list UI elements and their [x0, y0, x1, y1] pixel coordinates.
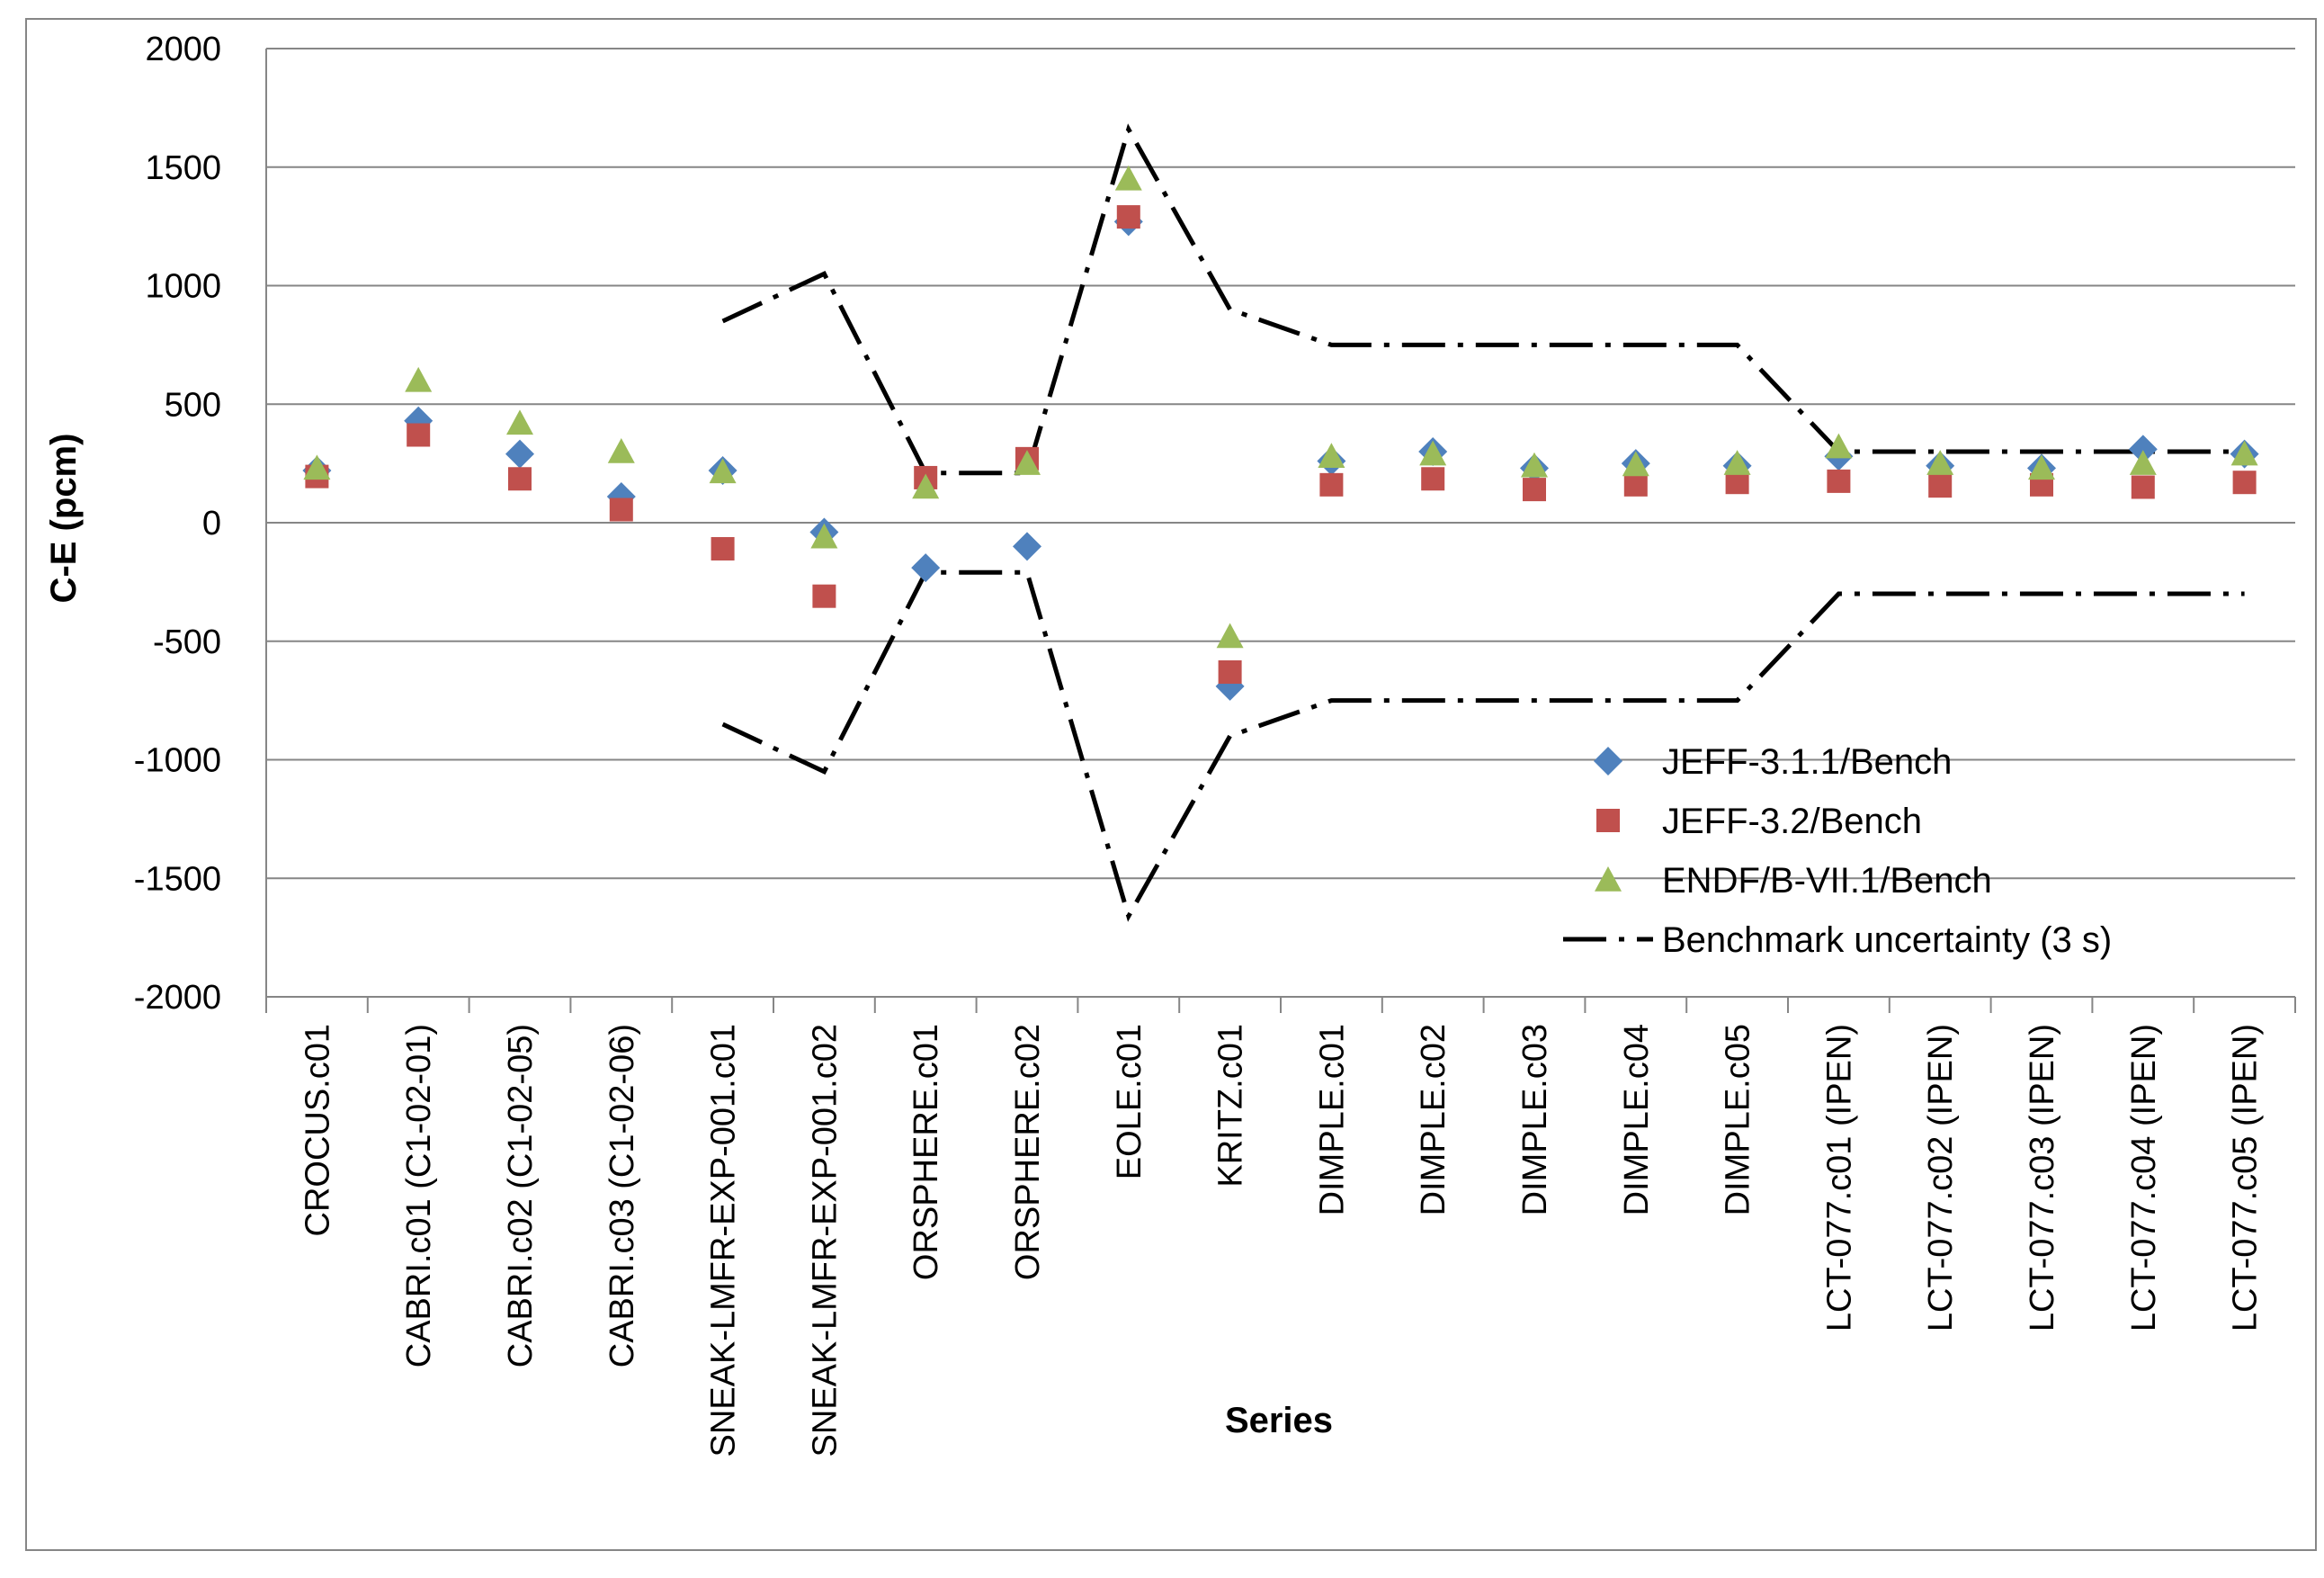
- triangle-point: [1318, 443, 1345, 468]
- triangle-point: [1014, 450, 1041, 475]
- triangle-point: [1419, 440, 1447, 466]
- x-tick-label: LCT-077.c01 (IPEN): [1820, 1024, 1858, 1331]
- triangle-point: [2129, 450, 2157, 475]
- x-tick-label: CABRI.c01 (C1-02-01): [400, 1024, 438, 1367]
- square-point: [1116, 205, 1140, 229]
- x-tick-label: EOLE.c01: [1111, 1024, 1149, 1179]
- square-point: [1218, 660, 1242, 685]
- triangle-point: [912, 473, 940, 499]
- legend-diamond-icon: [1594, 747, 1622, 776]
- diamond-point: [911, 553, 941, 583]
- y-tick-label: -1000: [134, 742, 221, 780]
- triangle-point: [1926, 450, 1954, 475]
- y-tick-label: 1500: [145, 149, 221, 187]
- y-tick-label: 1000: [145, 268, 221, 306]
- legend-label: JEFF-3.2/Bench: [1662, 802, 1922, 841]
- square-point: [812, 584, 836, 608]
- square-point: [2232, 471, 2257, 495]
- x-tick-label: KRITZ.c01: [1212, 1024, 1250, 1188]
- x-tick-label: DIMPLE.c01: [1313, 1024, 1351, 1215]
- marker-layer: [302, 165, 2259, 701]
- chart-frame: [25, 18, 2317, 1551]
- legend-label: JEFF-3.1.1/Bench: [1662, 742, 1952, 782]
- square-point: [508, 467, 532, 491]
- x-tick-label: ORSPHERE.c01: [907, 1024, 945, 1280]
- triangle-point: [1114, 165, 1142, 191]
- grid-layer: [265, 48, 2296, 1013]
- legend-triangle-icon: [1595, 866, 1622, 892]
- x-tick-label: SNEAK-LMFR-EXP-001.c01: [705, 1024, 743, 1457]
- triangle-point: [1825, 433, 1853, 459]
- y-axis-title: C-E (pcm): [44, 434, 84, 604]
- triangle-point: [810, 523, 838, 549]
- square-point: [407, 423, 431, 447]
- x-tick-label: SNEAK-LMFR-EXP-001.c02: [806, 1024, 844, 1457]
- square-point: [1421, 467, 1445, 491]
- uncertainty-upper-line: [721, 123, 2245, 476]
- x-tick-label: LCT-077.c04 (IPEN): [2125, 1024, 2163, 1331]
- square-point: [609, 498, 633, 522]
- triangle-point: [303, 454, 331, 480]
- triangle-point: [1622, 451, 1649, 477]
- triangle-point: [2230, 440, 2258, 466]
- triangle-point: [1723, 450, 1751, 475]
- triangle-point: [1521, 452, 1548, 478]
- legend: JEFF-3.1.1/Bench JEFF-3.2/Bench ENDF/B-VII…: [1563, 742, 2112, 960]
- x-axis-title: Series: [1225, 1401, 1333, 1440]
- square-point: [2131, 475, 2155, 499]
- y-tick-label: 500: [165, 386, 221, 424]
- square-point: [711, 536, 735, 560]
- legend-label: ENDF/B-VII.1/Bench: [1662, 861, 1992, 901]
- square-point: [1523, 478, 1546, 502]
- x-tick-label: ORSPHERE.c02: [1009, 1024, 1047, 1280]
- legend-square-icon: [1596, 809, 1620, 832]
- diamond-point: [1013, 532, 1041, 561]
- x-tick-label: CROCUS.c01: [299, 1024, 336, 1237]
- x-tick-label: LCT-077.c05 (IPEN): [2227, 1024, 2265, 1331]
- x-tick-label: LCT-077.c03 (IPEN): [2024, 1024, 2061, 1331]
- triangle-point: [405, 366, 433, 392]
- y-tick-labels: 2000 1500 1000 500 0 -500 -1000 -1500 -2000: [134, 31, 221, 1017]
- y-tick-label: 0: [202, 505, 221, 542]
- x-tick-labels: CROCUS.c01 CABRI.c01 (C1-02-01) CABRI.c02 …: [299, 1024, 2264, 1457]
- legend-label: Benchmark uncertainty (3 s): [1662, 920, 2112, 960]
- y-tick-label: -1500: [134, 860, 221, 898]
- x-tick-label: CABRI.c03 (C1-02-06): [603, 1024, 641, 1367]
- uncertainty-lower-line: [721, 569, 2245, 922]
- y-tick-label: 2000: [145, 31, 221, 68]
- square-point: [1319, 472, 1344, 497]
- x-tick-label: DIMPLE.c02: [1415, 1024, 1452, 1215]
- diamond-point: [505, 439, 534, 469]
- y-tick-label: -2000: [134, 979, 221, 1017]
- triangle-point: [709, 458, 737, 484]
- square-point: [1623, 472, 1648, 497]
- uncertainty-layer: [721, 123, 2245, 922]
- triangle-point: [1216, 623, 1244, 649]
- x-tick-label: DIMPLE.c04: [1618, 1024, 1656, 1215]
- y-tick-label: -500: [153, 623, 221, 661]
- triangle-point: [2028, 454, 2055, 480]
- x-tick-label: DIMPLE.c03: [1516, 1024, 1554, 1215]
- triangle-point: [506, 409, 533, 435]
- square-point: [1928, 474, 1953, 498]
- square-point: [1827, 469, 1851, 493]
- x-tick-label: DIMPLE.c05: [1720, 1024, 1757, 1215]
- diamond-point: [2128, 435, 2158, 464]
- triangle-point: [607, 437, 635, 463]
- x-tick-label: CABRI.c02 (C1-02-05): [502, 1024, 540, 1367]
- x-tick-label: LCT-077.c02 (IPEN): [1922, 1024, 1960, 1331]
